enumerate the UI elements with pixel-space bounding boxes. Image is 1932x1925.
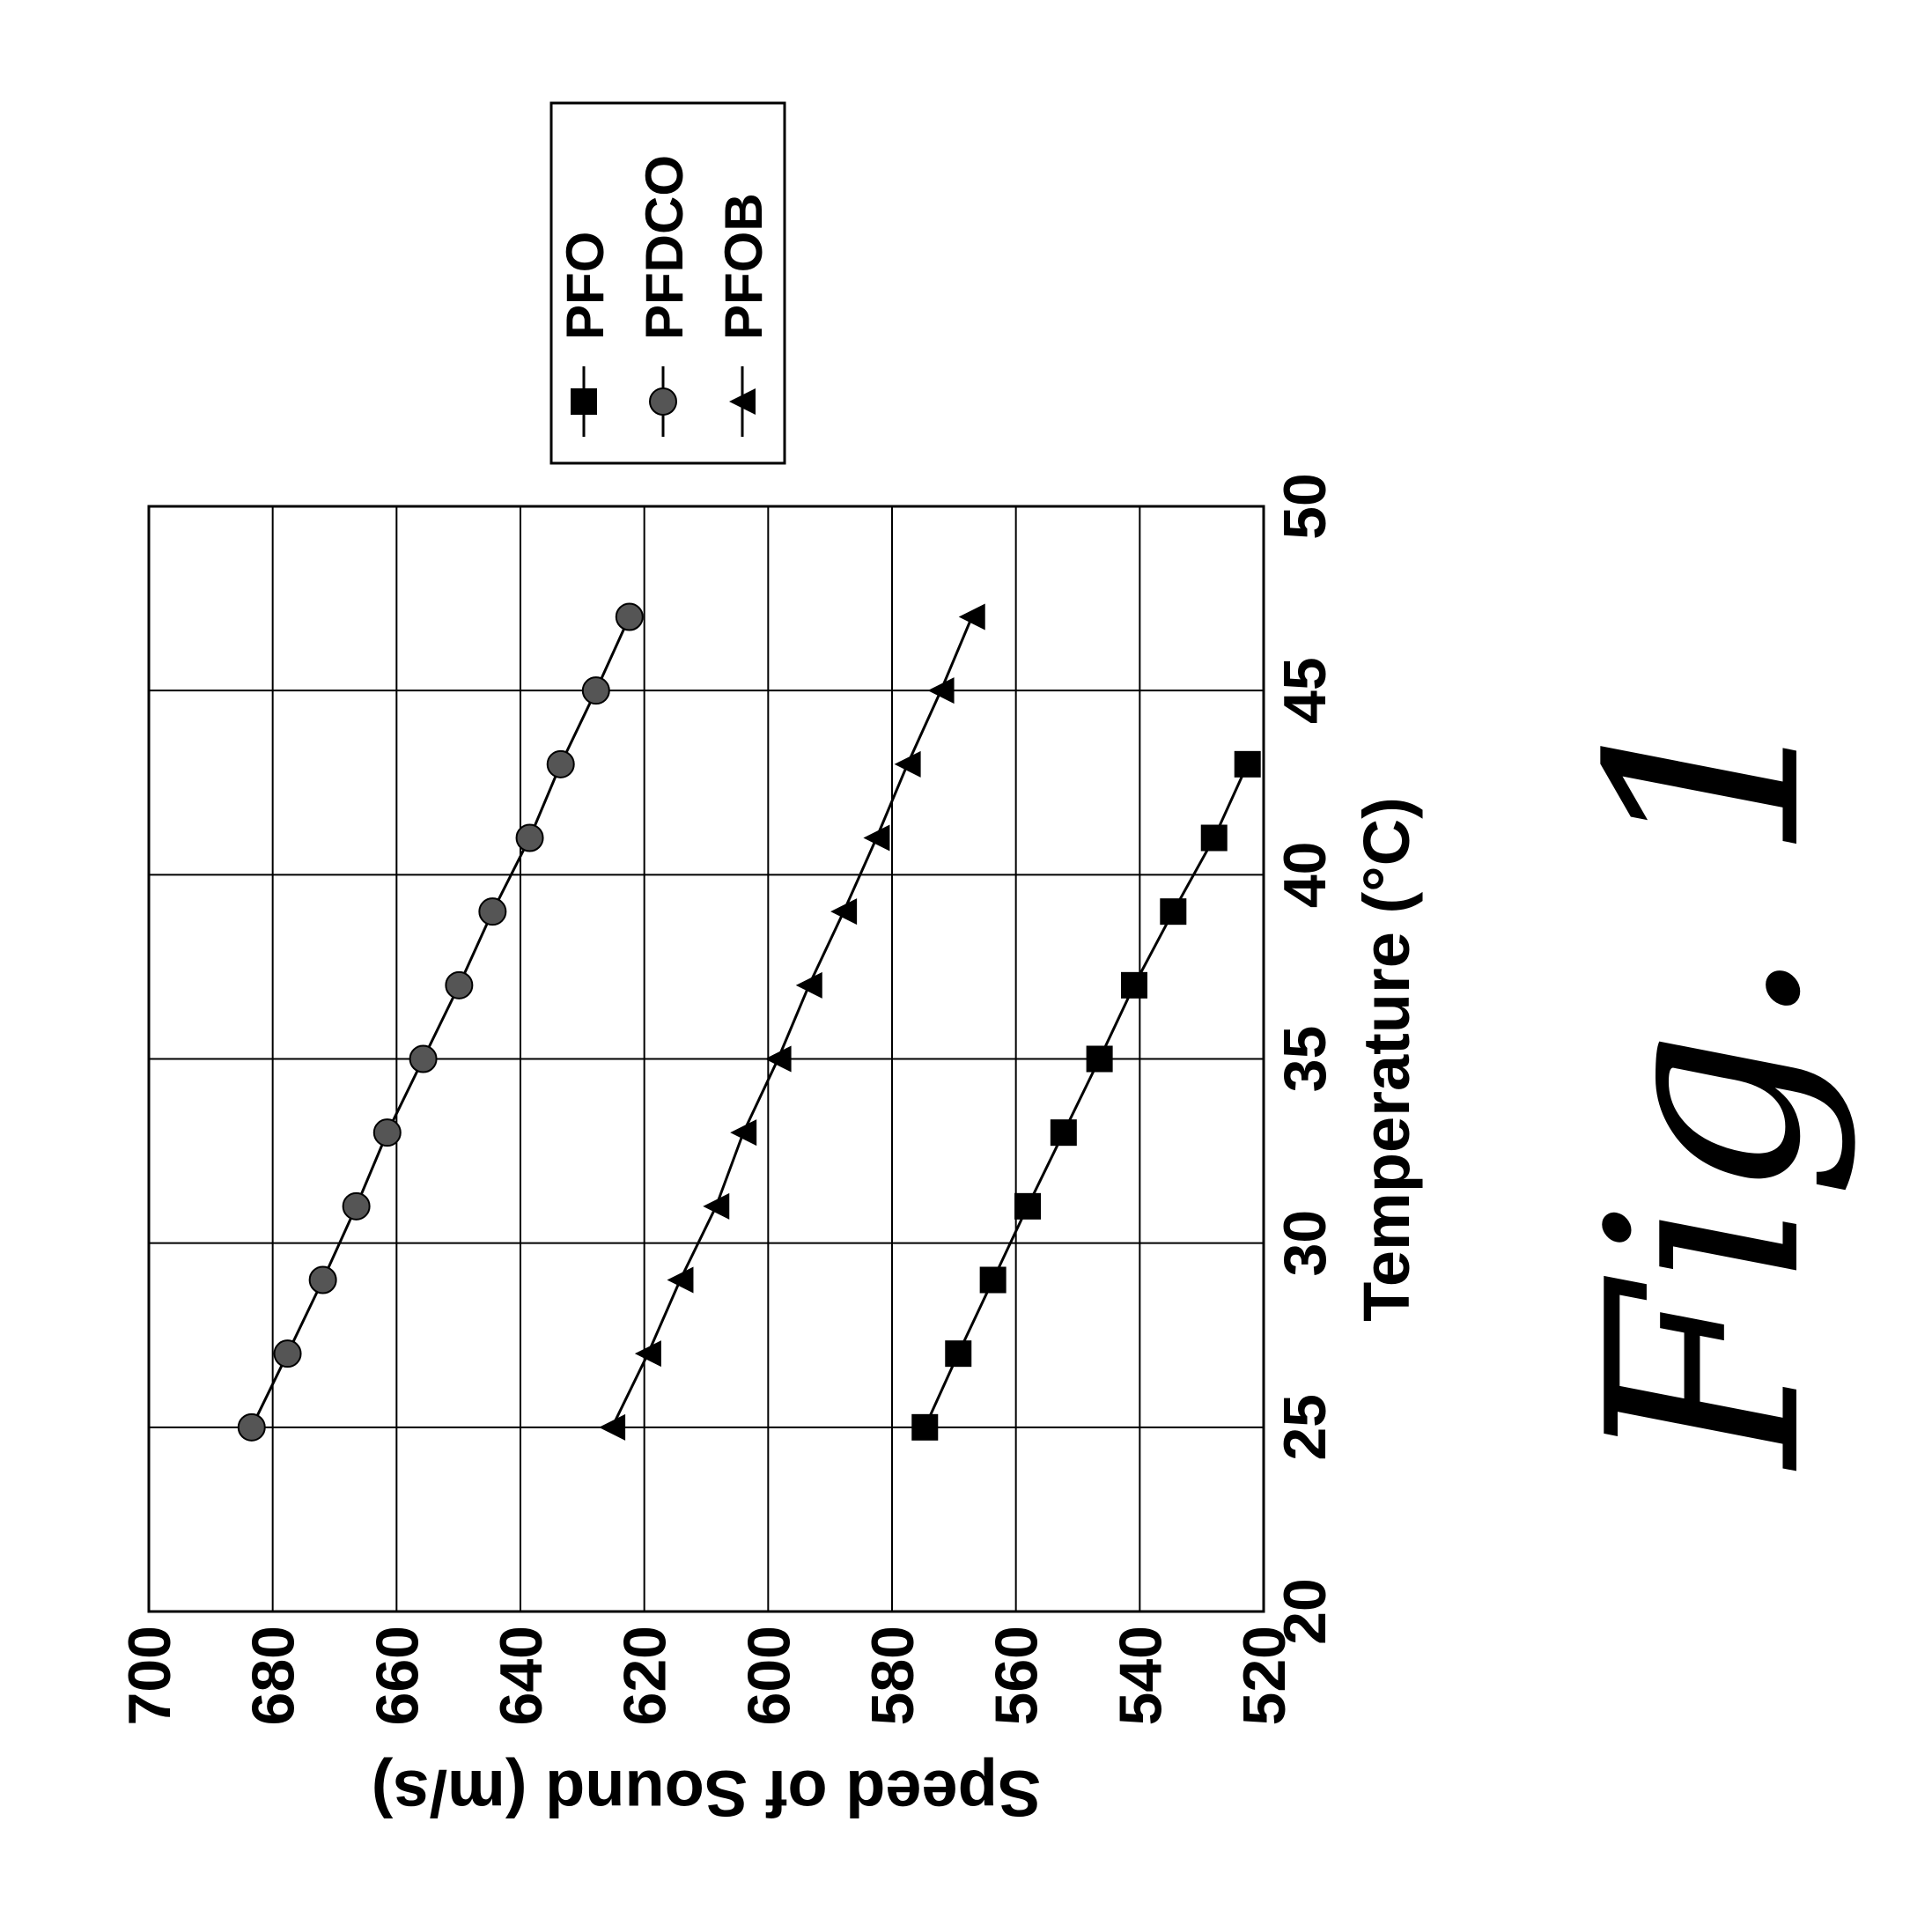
data-point [945,1340,971,1367]
y-tick-label: 580 [859,1626,926,1725]
data-point [410,1046,437,1073]
y-tick-label: 620 [612,1626,679,1725]
data-point [635,1340,661,1367]
x-tick-label: 30 [1272,1210,1338,1277]
data-point [548,751,574,778]
legend-marker [650,388,676,415]
data-point [479,898,505,925]
y-axis-label: Speed of Sound (m/s) [372,1757,1042,1830]
y-tick-label: 700 [116,1626,183,1725]
data-point [1201,825,1228,852]
data-point [583,677,609,704]
data-point [374,1119,401,1146]
x-tick-label: 25 [1272,1394,1338,1461]
data-point [830,898,857,925]
data-point [980,1267,1007,1294]
series-line [612,617,972,1427]
series-line [252,617,630,1427]
x-axis-label: Temperature (°C) [1350,797,1423,1322]
data-point [275,1340,301,1367]
legend-marker [571,388,597,415]
x-tick-label: 40 [1272,842,1338,909]
y-tick-label: 520 [1231,1626,1298,1725]
legend-label: PFO [556,232,615,340]
legend-label: PFOB [714,193,773,340]
data-point [959,604,985,631]
data-point [730,1119,756,1146]
data-point [1087,1046,1113,1073]
data-point [343,1193,370,1220]
x-tick-label: 45 [1272,657,1338,724]
data-point [667,1267,693,1294]
data-point [517,825,543,852]
data-point [928,677,955,704]
data-point [310,1267,336,1294]
y-tick-label: 560 [984,1626,1051,1725]
data-point [863,825,889,852]
legend-label: PFDCO [635,155,694,340]
y-tick-label: 640 [488,1626,555,1725]
x-tick-label: 50 [1272,473,1338,540]
data-point [796,972,822,999]
y-tick-label: 660 [364,1626,431,1725]
y-tick-label: 540 [1107,1626,1174,1725]
data-point [895,751,921,778]
x-tick-label: 35 [1272,1026,1338,1093]
rotated-chart: Temperature (°C) Speed of Sound (m/s) Fi… [116,103,1859,1830]
data-point [1160,898,1186,925]
data-point [446,972,472,999]
data-point [1235,751,1261,778]
data-point [1051,1119,1077,1146]
data-point [1014,1193,1041,1220]
data-point [1121,972,1147,999]
data-point [616,604,643,631]
figure-caption: Fig. 1 [1552,694,1859,1471]
y-tick-label: 680 [240,1626,307,1725]
data-point [239,1414,265,1441]
series-line [925,764,1247,1427]
data-point [599,1414,625,1441]
data-point [703,1193,729,1220]
y-tick-label: 600 [735,1626,802,1725]
data-point [911,1414,938,1441]
